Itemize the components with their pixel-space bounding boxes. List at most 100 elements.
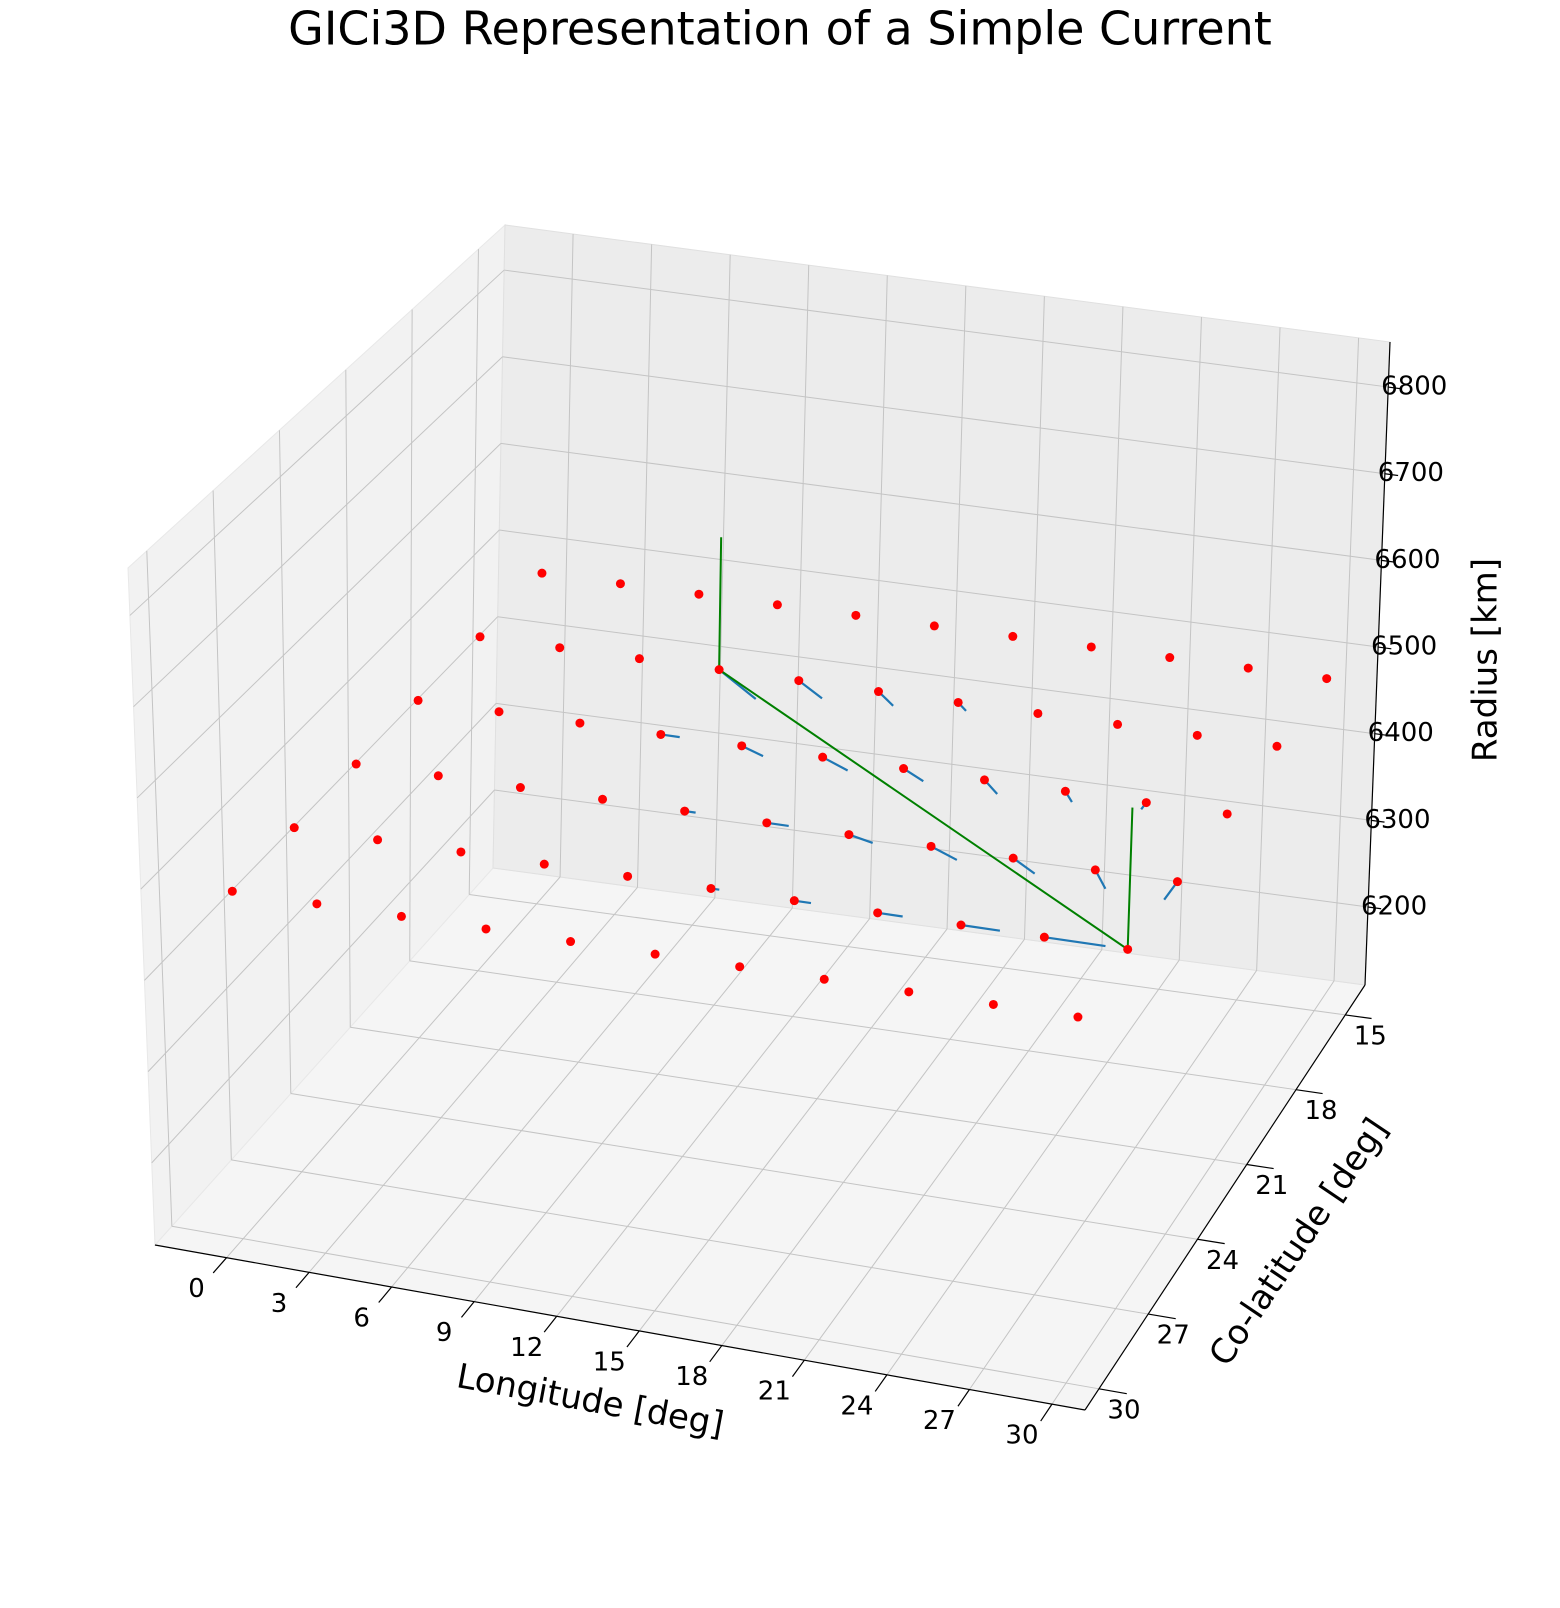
chart-title: GICi3D Representation of a Simple Curren… [288, 2, 1272, 56]
grid-line [350, 1026, 1247, 1165]
data-point [819, 974, 829, 984]
grid-line [133, 356, 503, 708]
x-axis-line [154, 1244, 1086, 1411]
back-pane [492, 224, 1391, 986]
grid-line [886, 959, 1180, 1376]
data-point [650, 949, 660, 959]
data-point [1008, 853, 1018, 863]
grid-line [946, 285, 967, 929]
x-tick-label: 24 [840, 1391, 873, 1421]
grid-line [226, 876, 561, 1259]
z-tick-label: 6400 [1368, 718, 1434, 748]
grid-line [469, 894, 1346, 1016]
data-point [904, 987, 914, 997]
grid-line [278, 430, 292, 1094]
x-tick-label: 27 [923, 1406, 956, 1436]
tick-mark [1345, 1014, 1372, 1020]
z-tick-label: 6500 [1371, 632, 1437, 662]
data-point [953, 697, 963, 707]
data-point [1008, 631, 1018, 641]
grid-line [409, 960, 1297, 1091]
data-point [818, 752, 828, 762]
tick-mark [212, 1257, 227, 1274]
grid-line [171, 1225, 1100, 1390]
grid-line [1023, 296, 1045, 940]
grid-line [409, 309, 413, 961]
data-point [456, 847, 466, 857]
tick-mark [378, 1286, 393, 1303]
grid-line [146, 550, 173, 1227]
tick-mark [957, 1389, 970, 1407]
vector-arrow [960, 923, 1001, 932]
y-tick-label: 24 [1206, 1246, 1239, 1276]
grid-line [1256, 327, 1281, 971]
tick-mark [1367, 906, 1382, 910]
y-tick-label: 18 [1304, 1096, 1337, 1126]
data-point [1141, 798, 1151, 808]
grid-line [496, 702, 1372, 821]
z-tick-label: 6700 [1378, 458, 1444, 488]
data-point [289, 823, 299, 833]
tick-mark [709, 1345, 723, 1363]
tick-mark [1371, 819, 1385, 823]
tick-mark [1378, 646, 1392, 650]
z-axis-line [1364, 341, 1391, 986]
x-tick-label: 12 [510, 1333, 543, 1363]
data-point [373, 835, 383, 845]
data-point [1039, 932, 1049, 942]
grid-line [638, 928, 948, 1332]
data-point [433, 771, 443, 781]
grid-line [556, 918, 871, 1317]
data-point [227, 886, 237, 896]
data-point [851, 610, 861, 620]
grid-line [212, 490, 232, 1160]
tick-mark [1374, 733, 1389, 737]
grid-line [499, 529, 1379, 648]
tick-mark [874, 1374, 888, 1392]
data-point [1165, 653, 1175, 663]
grid-line [1178, 317, 1202, 961]
grid-line [1333, 337, 1360, 981]
z-tick-label: 6600 [1374, 545, 1440, 575]
data-point [539, 859, 549, 869]
tick-mark [1098, 1388, 1127, 1395]
grid-line [136, 443, 502, 799]
vector-arrow [822, 756, 849, 772]
tick-mark [543, 1315, 558, 1333]
x-tick-label: 9 [436, 1318, 453, 1348]
data-point [396, 911, 406, 921]
grid-line [1051, 980, 1335, 1405]
tick-mark [1388, 386, 1402, 390]
x-tick-label: 30 [1005, 1421, 1038, 1451]
grid-line [559, 233, 574, 878]
z-tick-label: 6300 [1364, 805, 1430, 835]
x-tick-label: 0 [188, 1274, 205, 1304]
data-point [615, 579, 625, 589]
data-point [312, 899, 322, 909]
data-point [772, 600, 782, 610]
data-point [1322, 674, 1332, 684]
z-tick-label: 6200 [1361, 892, 1427, 922]
grid-line [500, 442, 1382, 561]
data-point [929, 621, 939, 631]
vector-arrow [798, 679, 823, 700]
data-point [575, 718, 585, 728]
data-point [1272, 741, 1282, 751]
tick-mark [626, 1330, 640, 1348]
data-point [899, 764, 909, 774]
vector-arrow [1044, 936, 1106, 948]
grid-line [497, 616, 1375, 735]
grid-line [869, 275, 888, 919]
tick-mark [1197, 1238, 1225, 1245]
data-point [706, 883, 716, 893]
data-point [844, 830, 854, 840]
z-tick-label: 6800 [1381, 372, 1447, 402]
data-point [1060, 786, 1070, 796]
data-point [694, 589, 704, 599]
grid-line [714, 254, 731, 898]
grid-line [969, 970, 1258, 1390]
data-point [1086, 642, 1096, 652]
data-point [1192, 730, 1202, 740]
data-point [873, 908, 883, 918]
